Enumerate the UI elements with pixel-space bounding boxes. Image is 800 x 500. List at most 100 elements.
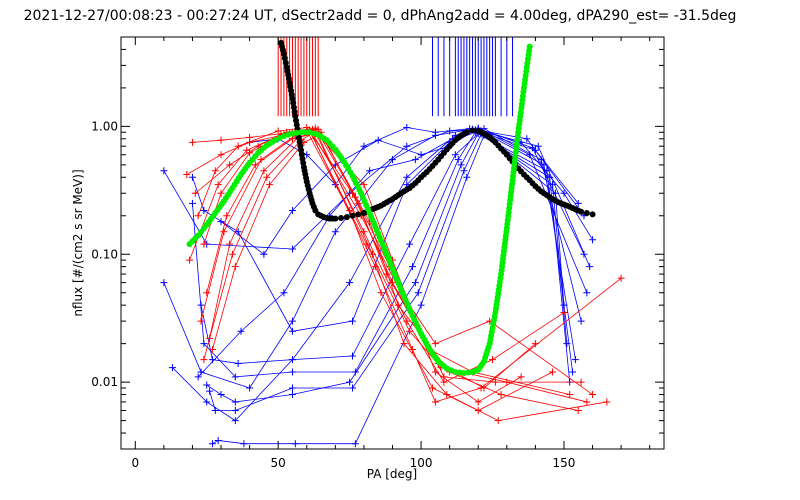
blue-data-point (240, 440, 248, 448)
red-data-point (477, 384, 485, 392)
red-data-point (263, 173, 271, 181)
blue-data-point (523, 135, 531, 143)
red-data-point (260, 167, 268, 175)
blue-data-point (414, 289, 422, 297)
blue-data-point (208, 440, 216, 448)
red-data-point (188, 138, 196, 146)
blue-data-point (457, 161, 465, 169)
blue-data-point (463, 173, 471, 181)
blue-data-point (188, 173, 196, 181)
blue-data-point (571, 356, 579, 364)
red-data-point (226, 161, 234, 169)
red-data-point (217, 136, 225, 144)
red-data-point (617, 274, 625, 282)
blue-series-line (200, 130, 576, 364)
y-axis: 0.01 0.10 1.00 (91, 36, 664, 450)
red-data-point (491, 378, 499, 386)
red-data-point (431, 340, 439, 348)
blue-data-point (231, 407, 239, 415)
black-model-point (349, 212, 356, 219)
red-data-point (311, 124, 319, 132)
red-data-point (217, 151, 225, 159)
blue-data-point (563, 340, 571, 348)
blue-data-point (206, 387, 214, 395)
red-data-point (409, 345, 417, 353)
blue-data-point (351, 368, 359, 376)
red-data-point (360, 228, 368, 236)
red-data-point (368, 250, 376, 258)
blue-data-point (288, 356, 296, 364)
blue-data-point (546, 173, 554, 181)
y-tick-label: 0.01 (91, 375, 118, 389)
red-data-point (223, 212, 231, 220)
red-data-point (377, 289, 385, 297)
blue-data-point (217, 218, 225, 226)
blue-data-point (288, 317, 296, 325)
red-series-line (186, 129, 587, 403)
blue-data-point (280, 289, 288, 297)
blue-data-point (403, 142, 411, 150)
red-data-point (443, 391, 451, 399)
blue-data-point (160, 279, 168, 287)
red-series-line (212, 134, 607, 422)
blue-data-point (237, 327, 245, 335)
black-model-point (578, 208, 585, 215)
blue-data-point (580, 250, 588, 258)
red-series-line (209, 131, 570, 395)
blue-data-point (574, 199, 582, 207)
red-data-point (228, 250, 236, 258)
green-model-point (302, 129, 309, 136)
black-model-point (281, 55, 288, 62)
red-data-point (197, 317, 205, 325)
green-model-point (298, 129, 305, 136)
red-data-point (251, 161, 259, 169)
red-data-point (194, 212, 202, 220)
black-model-point (463, 129, 470, 136)
y-axis-label: nflux [#/(cm2 s sr MeV)] (71, 169, 85, 316)
red-data-point (589, 391, 597, 399)
red-data-point (211, 167, 219, 175)
blue-data-point (200, 206, 208, 214)
x-tick-label: 150 (553, 456, 576, 470)
red-data-point (191, 189, 199, 197)
black-model-point (291, 108, 298, 115)
blue-data-point (288, 384, 296, 392)
plot-area (160, 37, 625, 448)
blue-data-point (288, 245, 296, 253)
blue-data-point (348, 317, 356, 325)
red-data-point (440, 373, 448, 381)
blue-series-line (192, 131, 573, 378)
blue-data-point (403, 124, 411, 132)
blue-data-point (417, 301, 425, 309)
blue-data-point (200, 340, 208, 348)
blue-data-point (569, 368, 577, 376)
black-model-point (290, 99, 297, 106)
blue-series-line (197, 128, 585, 378)
red-data-point (203, 289, 211, 297)
blue-data-point (331, 228, 339, 236)
blue-data-point (234, 359, 242, 367)
red-data-point (217, 189, 225, 197)
red-data-point (257, 156, 265, 164)
red-data-point (383, 270, 391, 278)
red-data-point (429, 384, 437, 392)
x-axis: 0 50 100 150 (131, 37, 651, 470)
red-series-line (203, 132, 593, 395)
red-data-point (406, 327, 414, 335)
green-model-point (526, 43, 533, 50)
blue-data-point (406, 240, 414, 248)
blue-data-point (168, 364, 176, 372)
blue-data-point (560, 301, 568, 309)
blue-data-point (586, 263, 594, 271)
blue-data-point (288, 327, 296, 335)
blue-series-line (249, 127, 585, 217)
blue-data-point (411, 156, 419, 164)
black-model-point (589, 211, 596, 218)
blue-data-point (409, 263, 417, 271)
red-data-point (226, 240, 234, 248)
blue-data-point (366, 167, 374, 175)
black-model-point (290, 104, 297, 111)
blue-data-point (203, 381, 211, 389)
red-data-point (497, 391, 505, 399)
